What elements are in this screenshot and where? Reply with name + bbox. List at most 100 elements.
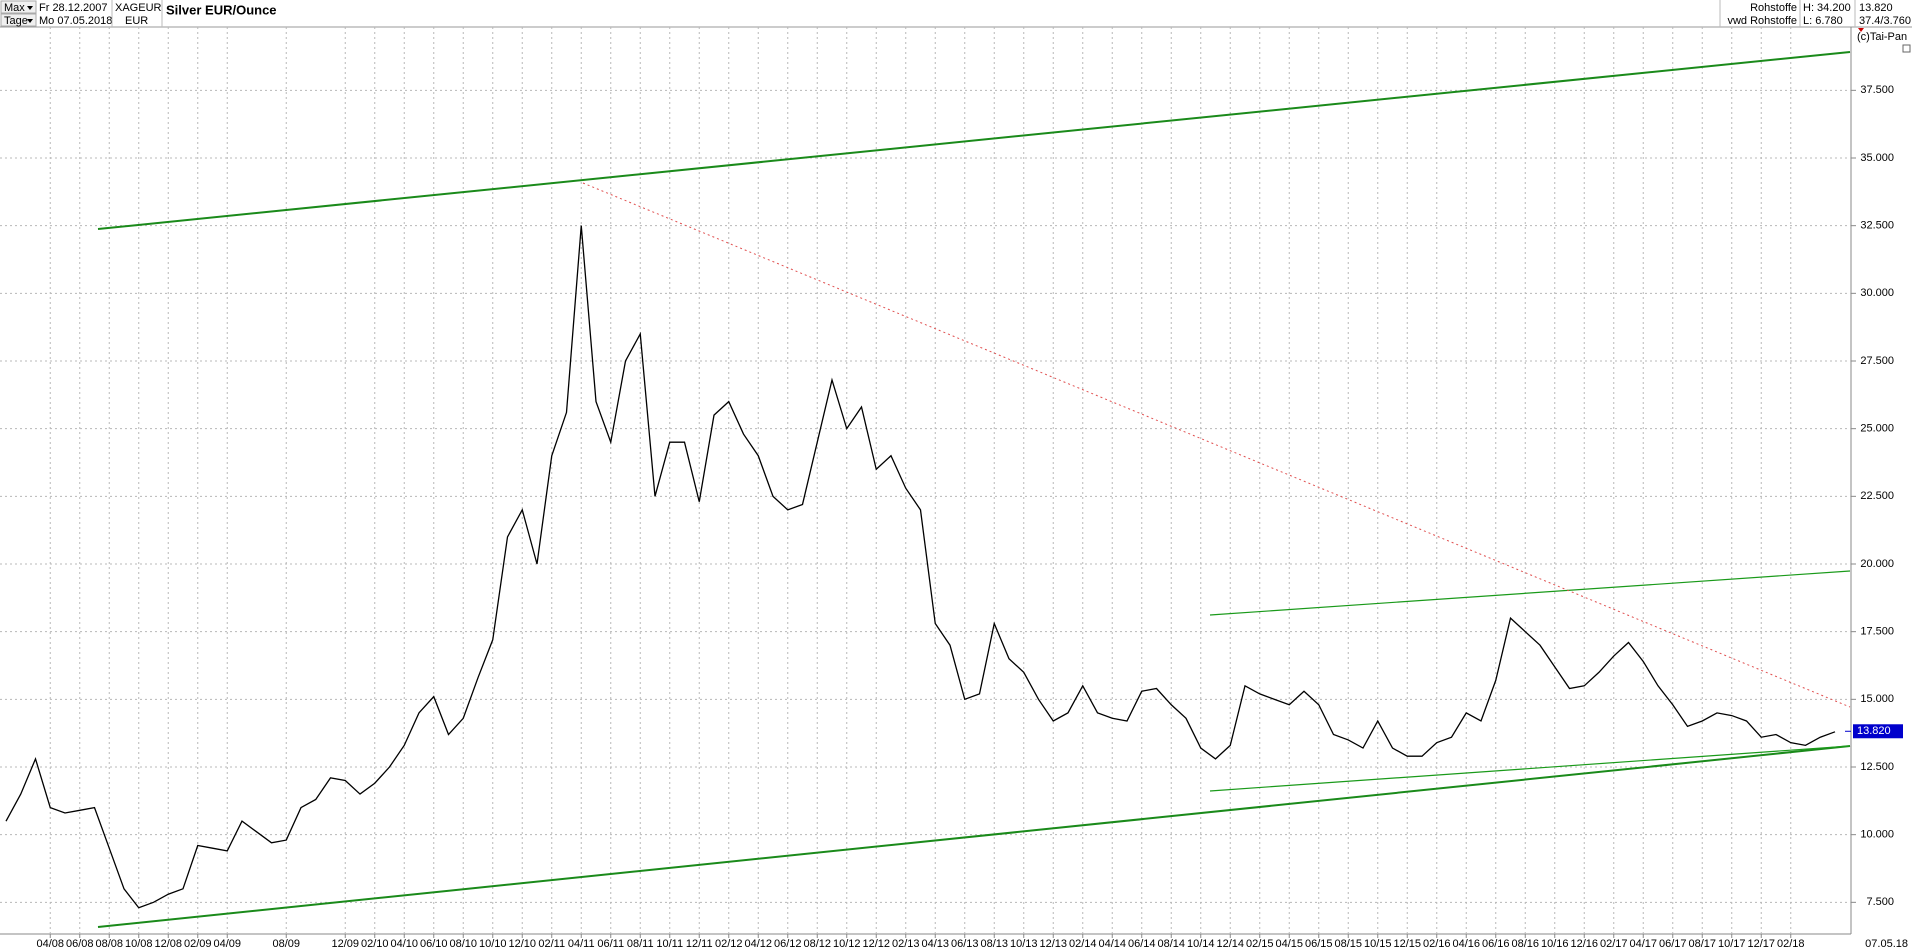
- dropdown-arrow: [27, 19, 33, 23]
- x-tick-label: 04/09: [213, 938, 241, 950]
- x-tick-label: 02/10: [361, 938, 389, 950]
- x-tick-label: 12/13: [1039, 938, 1067, 950]
- x-tick-label: 10/11: [656, 938, 683, 950]
- x-tick-label: 06/15: [1305, 938, 1333, 950]
- x-tick-label: 12/10: [508, 938, 536, 950]
- scale-info: 37.4/3.760: [1859, 15, 1911, 27]
- period-dropdown[interactable]: [0, 0, 37, 14]
- x-tick-label: 06/08: [66, 938, 94, 950]
- x-tick-label: 04/16: [1452, 938, 1480, 950]
- dropdown-arrow: [27, 6, 33, 10]
- x-tick-label: 04/17: [1629, 938, 1657, 950]
- x-tick-label: 02/15: [1246, 938, 1274, 950]
- y-tick-label: 17.500: [1860, 626, 1894, 638]
- x-tick-label: 12/12: [862, 938, 890, 950]
- x-tick-label: 04/15: [1275, 938, 1303, 950]
- x-tick-label: 08/17: [1688, 938, 1716, 950]
- x-tick-label: 12/08: [154, 938, 182, 950]
- trend-lines: [97, 51, 1851, 928]
- x-tick-label: 10/08: [125, 938, 153, 950]
- source: vwd Rohstoffe: [1727, 15, 1797, 27]
- x-tick-label: 04/12: [744, 938, 772, 950]
- y-tick-label: 20.000: [1860, 558, 1894, 570]
- currency: EUR: [125, 15, 148, 27]
- x-tick-label: 12/17: [1747, 938, 1775, 950]
- x-tick-label: 10/10: [479, 938, 507, 950]
- x-tick-label: 06/12: [774, 938, 802, 950]
- x-tick-label: 02/11: [538, 938, 565, 950]
- y-tick-label: 15.000: [1860, 693, 1894, 705]
- x-tick-label: 12/11: [686, 938, 713, 950]
- x-tick-label: 02/17: [1600, 938, 1628, 950]
- x-tick-label: 08/15: [1334, 938, 1362, 950]
- x-tick-label: 04/10: [390, 938, 418, 950]
- source-group: Rohstoffe: [1750, 2, 1797, 14]
- y-tick-label: 37.500: [1860, 84, 1894, 96]
- symbol: XAGEUR: [115, 2, 162, 14]
- y-tick-label: 27.500: [1860, 355, 1894, 367]
- grid: 7.500 10.000 12.500 15.000 17.500 20.000 22.50…: [0, 27, 1908, 950]
- y-tick-label: 25.000: [1860, 423, 1894, 435]
- end-date: Mo 07.05.2018: [39, 15, 112, 27]
- x-tick-label: 10/17: [1718, 938, 1746, 950]
- unit-dropdown[interactable]: [0, 13, 37, 27]
- x-tick-label: 12/15: [1393, 938, 1421, 950]
- y-tick-label: 12.500: [1860, 761, 1894, 773]
- x-tick-label: 04/11: [568, 938, 595, 950]
- x-tick-label: 08/08: [95, 938, 123, 950]
- y-tick-label: 35.000: [1860, 152, 1894, 164]
- x-tick-label: 02/14: [1069, 938, 1097, 950]
- y-tick-label: 22.500: [1860, 490, 1894, 502]
- x-tick-label: 02/18: [1777, 938, 1805, 950]
- x-tick-label: 12/16: [1570, 938, 1598, 950]
- marker-arrow: [1858, 28, 1864, 32]
- x-tick-label: 10/15: [1364, 938, 1392, 950]
- x-end-label: 07.05.18: [1865, 938, 1908, 950]
- x-tick-label: 08/14: [1157, 938, 1185, 950]
- x-tick-label: 08/12: [803, 938, 831, 950]
- plot: 13.820: [5, 225, 1903, 909]
- x-tick-label: 02/12: [715, 938, 743, 950]
- x-tick-label: 12/14: [1216, 938, 1244, 950]
- x-tick-label: 10/12: [833, 938, 861, 950]
- y-tick-label: 10.000: [1860, 829, 1894, 841]
- x-tick-label: 08/11: [627, 938, 654, 950]
- x-tick-label: 06/16: [1482, 938, 1510, 950]
- start-date: Fr 28.12.2007: [39, 2, 108, 14]
- x-tick-label: 02/16: [1423, 938, 1451, 950]
- x-tick-label: 08/16: [1511, 938, 1539, 950]
- y-tick-label: 7.500: [1866, 896, 1894, 908]
- unit[interactable]: Tage: [4, 15, 28, 27]
- last-price: 13.820: [1859, 2, 1893, 14]
- x-tick-label: 02/13: [892, 938, 920, 950]
- trend-line: [1209, 570, 1851, 616]
- header: Max Tage Fr 28.12.2007 Mo 07.05.2018 XAG…: [0, 0, 1912, 53]
- last-price-box: [1853, 724, 1903, 739]
- resize-box[interactable]: [1902, 44, 1911, 53]
- x-tick-label: 10/14: [1187, 938, 1215, 950]
- high: H: 34.200: [1803, 2, 1851, 14]
- x-tick-label: 06/11: [597, 938, 624, 950]
- x-tick-label: 06/14: [1128, 938, 1156, 950]
- last-price-label: 13.820: [1857, 725, 1891, 737]
- x-tick-label: 04/13: [921, 938, 949, 950]
- x-tick-label: 02/09: [184, 938, 212, 950]
- x-tick-label: 08/13: [980, 938, 1008, 950]
- resistance-line: [582, 182, 1851, 708]
- y-tick-label: 32.500: [1860, 220, 1894, 232]
- period[interactable]: Max: [4, 2, 25, 14]
- trend-line: [1209, 745, 1851, 792]
- copyright: (c)Tai-Pan: [1857, 31, 1907, 43]
- chart-title: Silver EUR/Ounce: [166, 2, 277, 17]
- x-tick-label: 06/17: [1659, 938, 1687, 950]
- x-tick-label: 10/16: [1541, 938, 1569, 950]
- x-tick-label: 04/14: [1098, 938, 1126, 950]
- x-tick-label: 08/10: [449, 938, 477, 950]
- price-line: [5, 225, 1836, 909]
- x-tick-label: 06/10: [420, 938, 448, 950]
- x-tick-label: 04/08: [36, 938, 64, 950]
- x-tick-label: 12/09: [331, 938, 359, 950]
- x-tick-label: 08/09: [272, 938, 300, 950]
